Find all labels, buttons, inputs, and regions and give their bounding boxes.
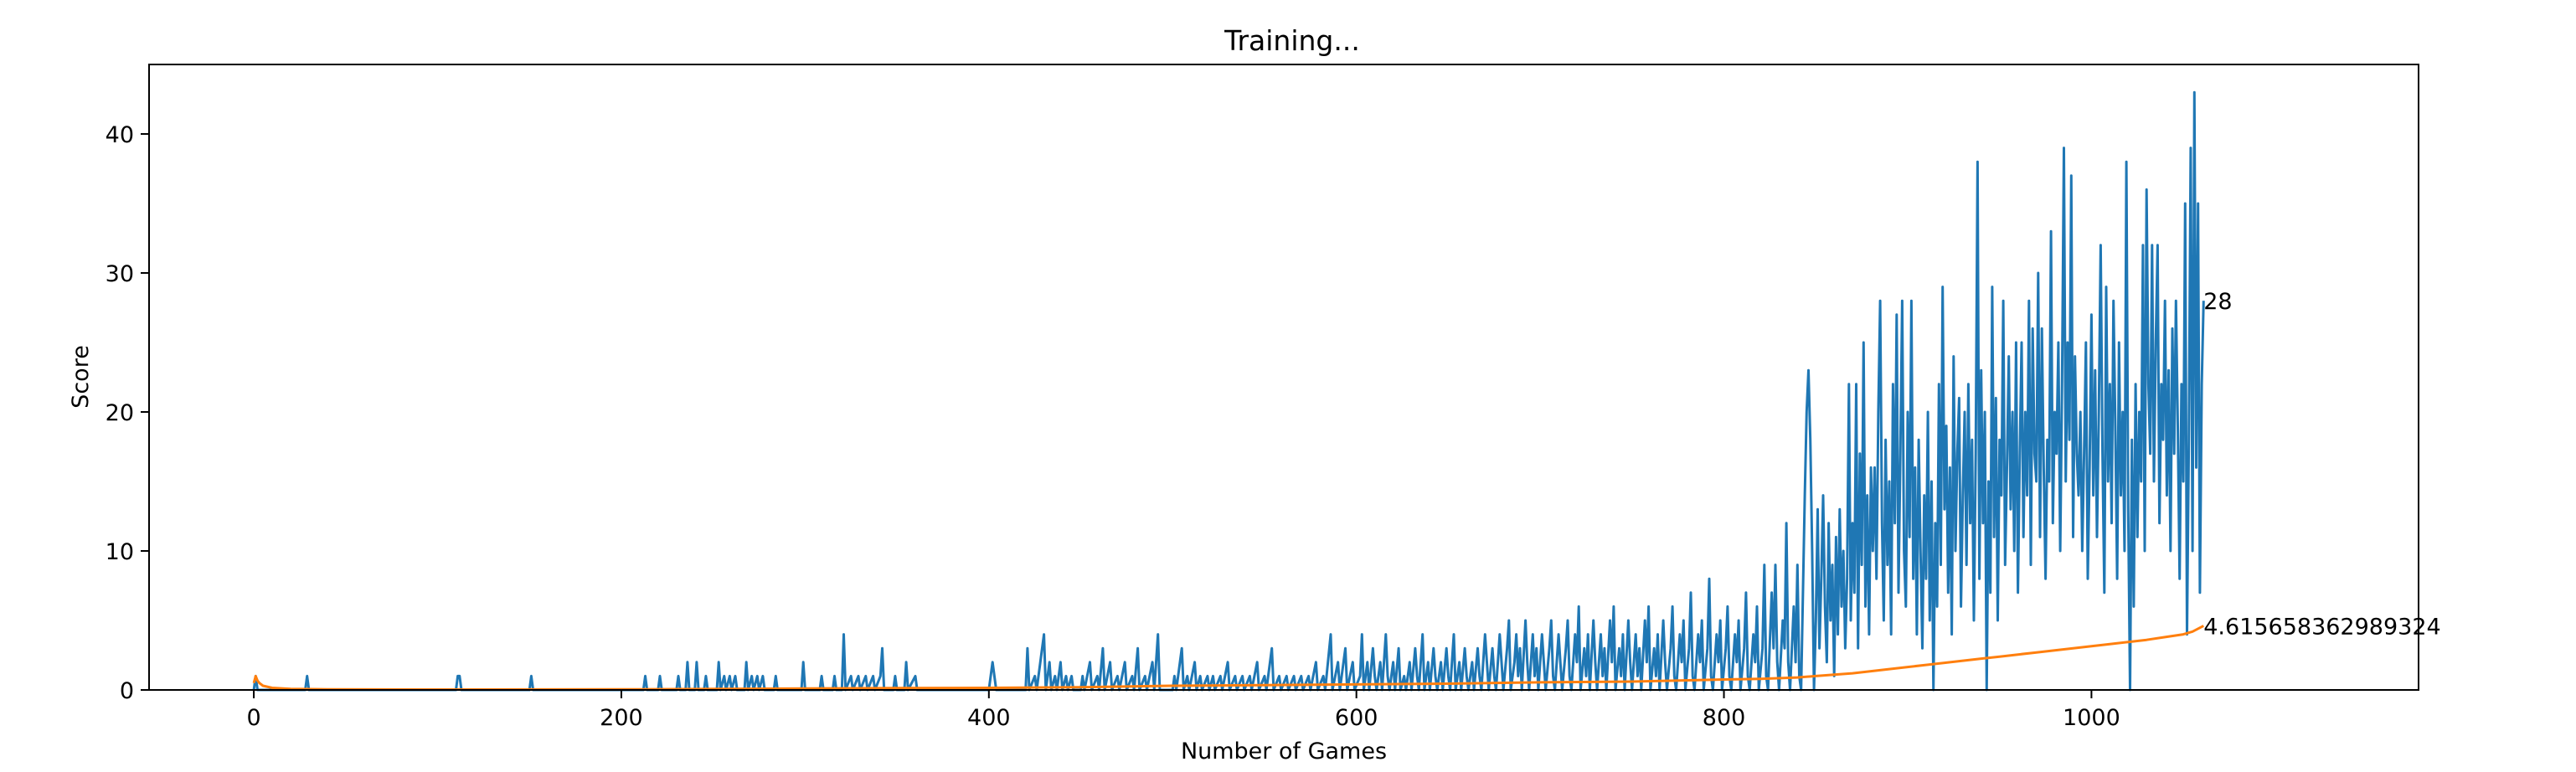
y-tick-label: 10 bbox=[106, 539, 134, 565]
x-tick-label: 1000 bbox=[2063, 705, 2120, 731]
x-tick-label: 0 bbox=[246, 705, 260, 731]
y-tick-label: 40 bbox=[106, 122, 134, 148]
x-axis-label: Number of Games bbox=[1181, 739, 1387, 764]
x-tick-label: 200 bbox=[600, 705, 643, 731]
y-axis: 0 10 20 30 40 bbox=[106, 122, 149, 704]
x-tick-label: 600 bbox=[1335, 705, 1378, 731]
y-tick-label: 20 bbox=[106, 400, 134, 426]
y-axis-label: Score bbox=[68, 345, 94, 409]
y-tick-label: 0 bbox=[120, 678, 134, 704]
x-tick-label: 400 bbox=[967, 705, 1011, 731]
last-mean-score-label: 4.615658362989324 bbox=[2203, 614, 2440, 640]
chart-title: Training... bbox=[1224, 24, 1360, 57]
axes-frame bbox=[148, 64, 2419, 691]
last-score-label: 28 bbox=[2203, 289, 2232, 315]
annotations: 28 4.615658362989324 bbox=[2203, 289, 2440, 640]
x-axis: 0 200 400 600 800 1000 bbox=[246, 690, 2120, 731]
x-tick-label: 800 bbox=[1703, 705, 1746, 731]
y-tick-label: 30 bbox=[106, 261, 134, 287]
